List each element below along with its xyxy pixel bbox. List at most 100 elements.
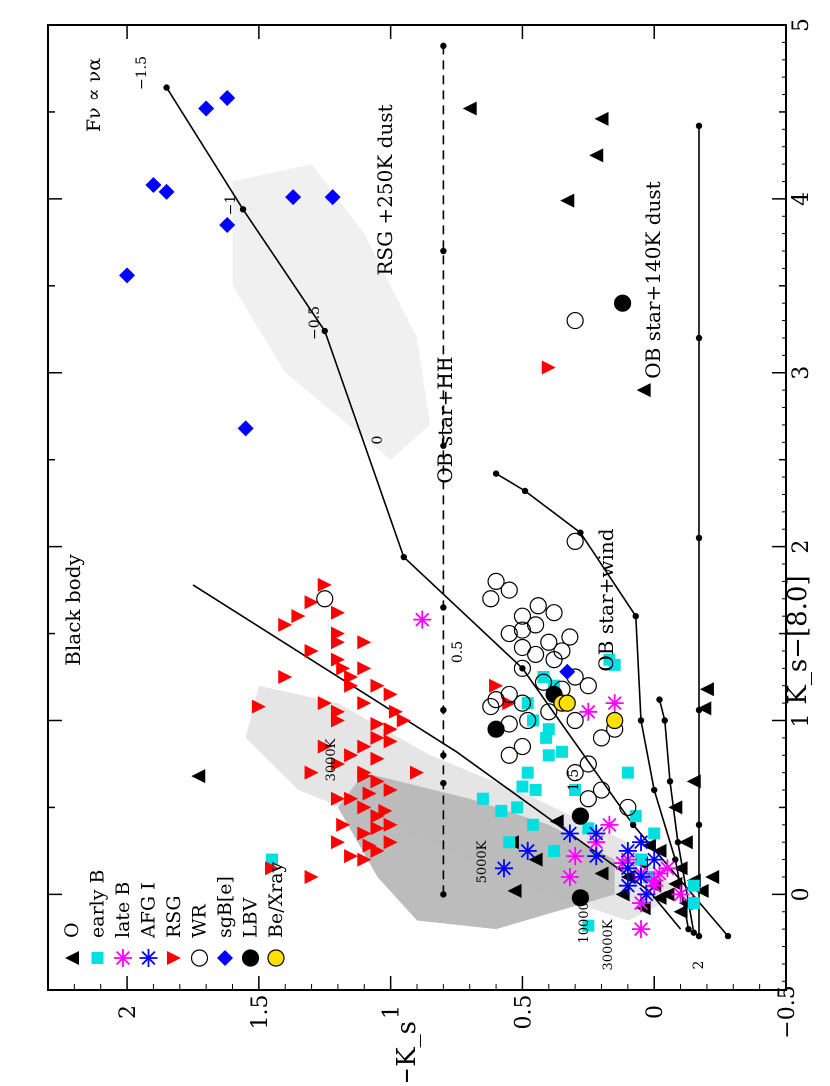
point-early-b — [266, 853, 279, 866]
asterisk-stroke — [562, 869, 577, 884]
ob-wind-dot — [661, 717, 668, 724]
point-rsg — [336, 817, 351, 832]
point-wr — [553, 642, 571, 660]
point-early-b — [687, 897, 700, 910]
point-late-b — [560, 867, 579, 886]
point-late-b — [413, 610, 432, 629]
legend-marker — [65, 951, 79, 965]
powerlaw-dot — [724, 932, 732, 940]
asterisk-stroke — [647, 852, 662, 867]
point-late-b — [632, 920, 651, 939]
point-wr — [513, 621, 532, 639]
point-wr — [500, 581, 518, 599]
blackbody-temp-label: 10000K — [577, 892, 592, 943]
x-tick-label: 2 — [789, 540, 814, 554]
asterisk-stroke — [581, 704, 596, 719]
ob-hii-dot — [521, 487, 529, 495]
point-o — [462, 101, 477, 116]
powerlaw-alpha-label: 0 — [370, 436, 386, 445]
point-lbv — [613, 294, 632, 312]
point-early-b — [529, 784, 542, 797]
powerlaw-dot — [163, 84, 170, 91]
point-lbv — [571, 889, 590, 907]
point-wr — [579, 790, 597, 808]
point-rsg — [265, 861, 280, 876]
point-o — [668, 800, 683, 815]
x-tick-label: 5 — [789, 18, 814, 32]
point-wr — [513, 638, 532, 657]
legend-label: early B — [87, 870, 109, 938]
point-o — [673, 904, 688, 919]
ob-wind-dot — [690, 929, 697, 936]
rsg-dust-dot — [440, 779, 447, 787]
point-be-xray — [558, 694, 576, 712]
point-rsg — [317, 577, 332, 592]
point-late-b — [671, 885, 690, 904]
ob-dust-dot — [695, 122, 703, 130]
ob-dust-dot — [695, 534, 703, 542]
point-o — [507, 883, 522, 898]
point-afg-i — [494, 859, 513, 878]
rsg-dust-dot — [440, 247, 447, 255]
point-sgb-e — [158, 183, 175, 200]
powerlaw-alpha-label: 2 — [691, 961, 707, 970]
point-rsg — [330, 713, 345, 728]
point-rsg — [344, 849, 359, 864]
point-wr — [487, 572, 505, 590]
point-lbv — [487, 720, 505, 738]
asterisk-stroke — [115, 950, 131, 966]
y-tick-label: −0.5 — [775, 985, 800, 1038]
curve-labels: Black body Fν ∝ να RSG +250K dust OB star+1… — [61, 56, 707, 971]
legend-label: O — [61, 922, 83, 938]
point-rsg — [362, 786, 377, 801]
point-wr — [619, 798, 637, 817]
point-early-b — [608, 658, 621, 671]
point-rsg — [357, 696, 372, 711]
point-wr — [566, 711, 584, 730]
point-rsg — [370, 678, 385, 693]
ob-hii-curve — [495, 472, 690, 930]
point-o — [594, 111, 609, 126]
asterisk-stroke — [589, 849, 604, 864]
point-rsg — [278, 617, 293, 632]
y-tick-label: 2 — [116, 1005, 141, 1019]
point-rsg — [330, 835, 345, 850]
point-early-b — [526, 818, 539, 831]
point-wr — [513, 659, 532, 677]
point-rsg — [330, 756, 345, 771]
point-rsg — [330, 605, 345, 620]
asterisk-stroke — [660, 861, 675, 876]
point-rsg — [357, 635, 372, 650]
point-o — [549, 814, 564, 829]
point-wr — [566, 764, 584, 782]
point-rsg — [317, 696, 332, 711]
point-rsg — [383, 835, 398, 850]
asterisk-stroke — [634, 869, 649, 884]
legend-label: RSG — [163, 896, 185, 939]
point-late-b — [605, 694, 624, 713]
data-points — [119, 90, 720, 939]
point-sgb-e — [219, 216, 236, 233]
point-o — [694, 883, 709, 898]
point-rsg — [410, 765, 424, 780]
point-rsg — [304, 869, 319, 884]
point-wr — [513, 737, 532, 756]
blackbody-temp-label: 5000K — [475, 840, 490, 883]
point-rsg — [383, 734, 398, 749]
point-late-b — [650, 864, 669, 883]
point-be-xray — [606, 711, 624, 730]
ob-hii-dot — [651, 786, 658, 794]
point-early-b — [521, 697, 534, 710]
ob-dust-label: OB star+140K dust — [641, 181, 665, 378]
point-sgb-e — [285, 189, 302, 206]
point-o — [668, 876, 683, 891]
point-wr — [540, 703, 558, 721]
point-afg-i — [587, 824, 606, 843]
asterisk-stroke — [639, 887, 654, 902]
blackbody-temp-label: 3000K — [324, 738, 339, 781]
legend-marker — [217, 950, 233, 966]
point-rsg — [357, 739, 372, 754]
point-early-b — [495, 804, 508, 817]
